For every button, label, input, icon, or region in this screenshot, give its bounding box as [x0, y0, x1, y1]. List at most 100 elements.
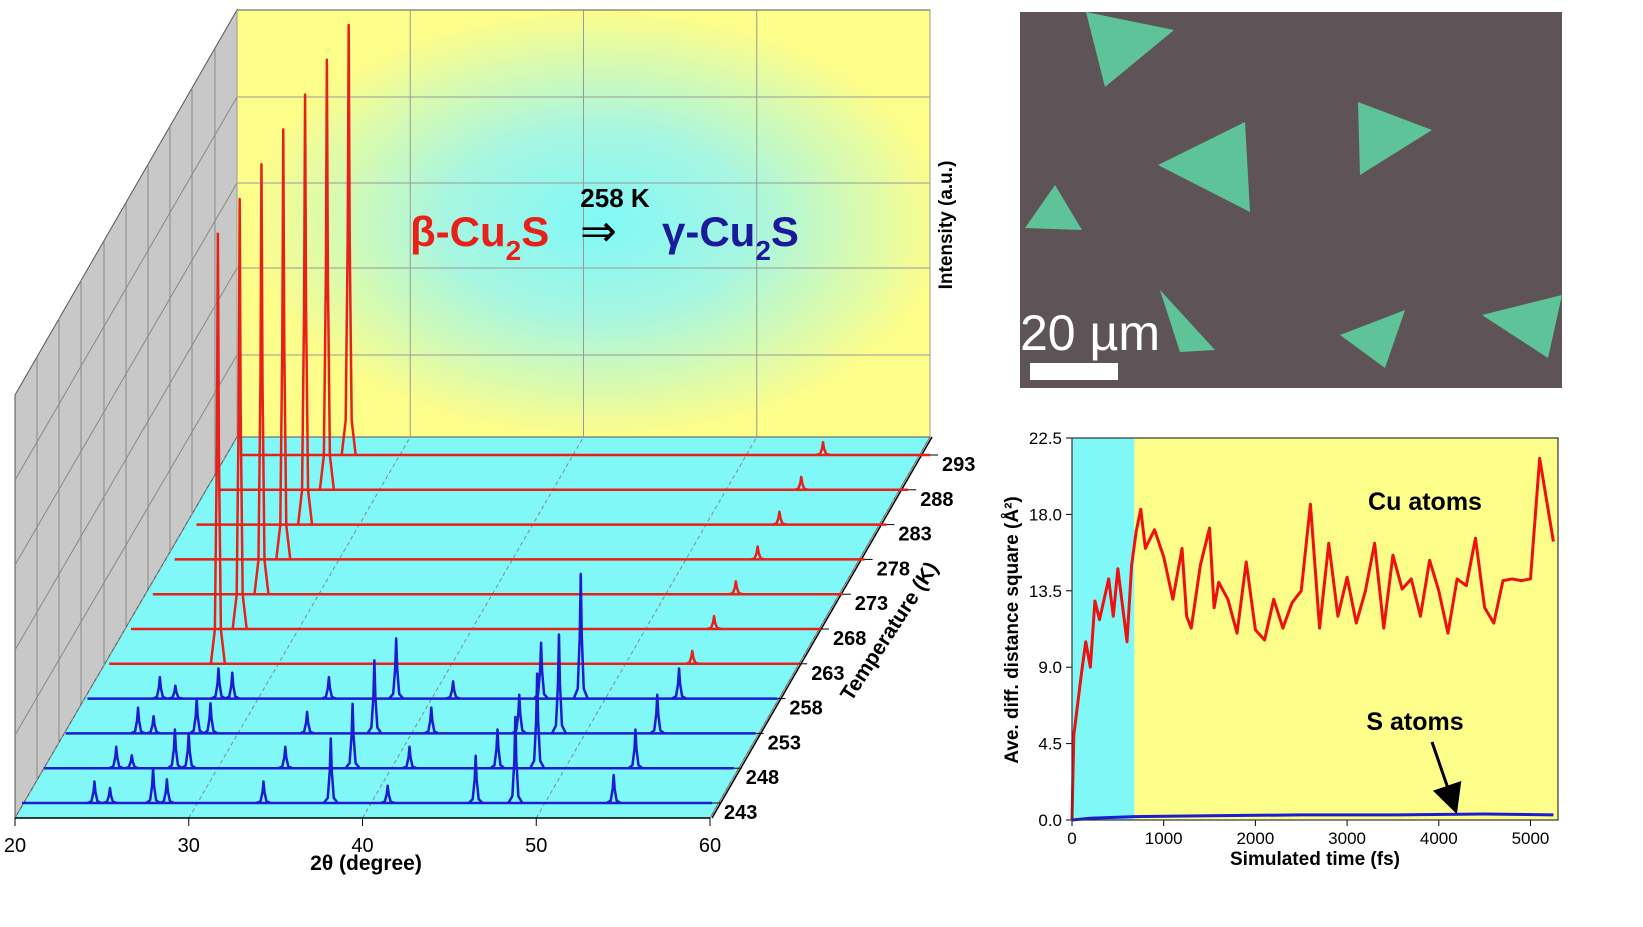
floor-grid-line: [188, 436, 411, 819]
side-wall-grid: [14, 49, 238, 780]
x-tick-label: 3000: [1328, 829, 1366, 848]
peak: [507, 715, 524, 804]
floor-grid-line: [535, 436, 758, 819]
z-tick-label: 258: [789, 698, 822, 720]
phase-text: S: [771, 208, 799, 255]
peak: [340, 23, 357, 456]
peak: [210, 667, 227, 700]
peak: [489, 728, 506, 770]
flakes: [1025, 12, 1562, 368]
z-tick-label: 278: [877, 558, 910, 580]
z-tick-label: 248: [746, 767, 779, 789]
x-tick-label: 5000: [1512, 829, 1550, 848]
peak: [209, 232, 227, 664]
peak: [256, 780, 271, 805]
x-tick-label: 4000: [1420, 829, 1458, 848]
z-tick-label: 288: [920, 489, 953, 511]
peak: [706, 614, 722, 631]
phase-gamma: γ-Cu2S: [662, 208, 799, 266]
transition-arrow: ⇒: [580, 207, 617, 256]
peak: [649, 693, 666, 735]
peak: [321, 675, 337, 700]
peak: [188, 697, 205, 735]
series-line: [1070, 456, 1555, 821]
peak: [130, 706, 146, 735]
peak: [344, 702, 361, 769]
peak: [627, 728, 644, 770]
floor-grid-line: [709, 436, 931, 819]
peak: [467, 754, 484, 804]
y-tick-label: 0.0: [1038, 811, 1062, 830]
peak: [750, 545, 765, 561]
z-tick-label: 253: [768, 732, 801, 754]
subscript: 2: [755, 235, 771, 266]
x-tick-label: 50: [525, 835, 547, 857]
x-tick-label: 0: [1067, 829, 1076, 848]
peak: [180, 732, 197, 770]
msd-chart: 0.0 4.5 9.0 13.5 18.0 22.5 0 1000 2000 3000 4000 50…: [1029, 429, 1559, 848]
peak: [550, 633, 568, 734]
peak: [167, 728, 183, 770]
peak: [445, 680, 461, 700]
peak: [671, 667, 687, 700]
y-tick-label: 18.0: [1029, 505, 1062, 524]
y-tick-label: 13.5: [1029, 582, 1062, 601]
series-label: S atoms: [1366, 708, 1463, 736]
phase-text: γ-Cu: [662, 208, 755, 255]
scale-bar: [1030, 363, 1118, 380]
peak: [772, 510, 787, 526]
z-tick-label: 268: [833, 628, 866, 650]
x-axis-label: 2θ (degree): [310, 852, 422, 875]
peak: [168, 684, 183, 700]
peak: [152, 675, 168, 700]
peak: [253, 162, 270, 595]
z-axis: [711, 436, 933, 819]
z-tick-label: 273: [855, 593, 888, 615]
subscript: 2: [506, 235, 522, 266]
z-tick-label: 243: [724, 802, 757, 824]
x-tick-label: 40: [351, 835, 373, 857]
series-label: Cu atoms: [1368, 488, 1482, 516]
peak: [108, 745, 124, 770]
pointer-arrow: [1430, 741, 1462, 815]
peak: [684, 649, 700, 666]
peak: [402, 745, 417, 770]
peak: [572, 572, 589, 700]
peak: [275, 128, 292, 560]
scale-bar-label: 20 µm: [1020, 305, 1160, 361]
x-tick-label: 20: [4, 835, 26, 857]
floor-grid-line: [362, 436, 584, 819]
peak: [202, 702, 219, 735]
peak: [277, 745, 293, 770]
peak: [728, 580, 744, 596]
peak: [86, 780, 102, 805]
micrograph: 20 µm: [1020, 12, 1562, 388]
y-axis-label: Ave. diff. distance square (Å²): [1002, 496, 1023, 763]
peak: [322, 737, 339, 804]
peak: [380, 784, 396, 805]
peak: [815, 440, 831, 457]
peak: [102, 786, 118, 805]
plot-frame: [1071, 437, 1559, 821]
peak: [366, 659, 383, 735]
peak: [299, 710, 315, 735]
region: [1134, 438, 1558, 820]
peak: [231, 197, 248, 630]
x-tick-label: 60: [699, 835, 721, 857]
y-tick-label: 4.5: [1038, 735, 1062, 754]
y-tick-label: 22.5: [1029, 429, 1062, 448]
x-axis-label: Simulated time (fs): [1230, 849, 1400, 870]
floor-grid-line: [14, 436, 238, 819]
peak: [388, 637, 405, 700]
phase-text: S: [521, 208, 549, 255]
x-tick-label: 2000: [1236, 829, 1274, 848]
peak: [146, 714, 161, 735]
peak: [606, 773, 622, 805]
series-line: [1071, 812, 1554, 822]
peak: [793, 475, 809, 492]
peak: [159, 778, 175, 805]
transition-temperature: 258 K: [580, 183, 650, 213]
z-tick-label: 263: [811, 663, 844, 685]
peak: [529, 672, 546, 769]
